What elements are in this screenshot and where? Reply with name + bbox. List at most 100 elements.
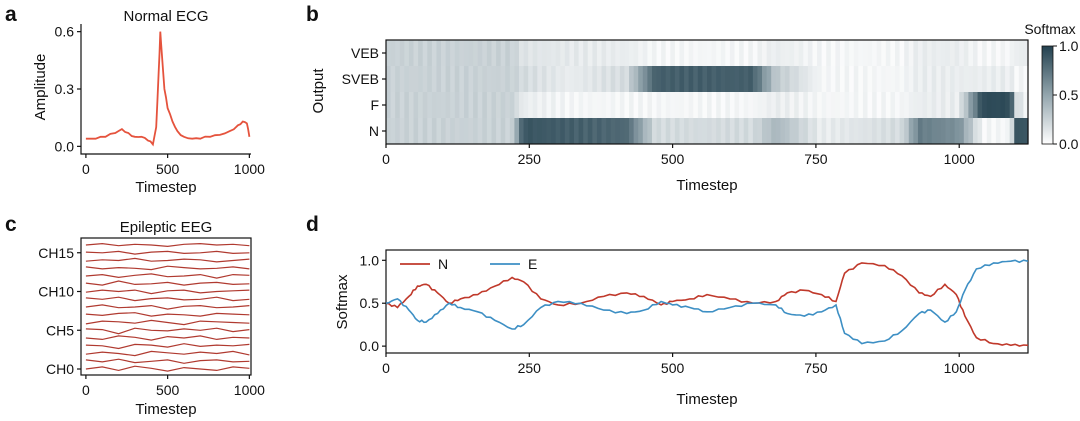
heatmap-cell [963,118,969,144]
heatmap-cell [564,92,571,118]
heatmap-cell [927,66,933,92]
panel-d-frame [385,249,1029,354]
panel-a: a Normal ECG Amplitude Timestep 0 500 1000… [5,3,265,196]
heatmap-cell [794,92,800,118]
panel-d-ylabel: Softmax [334,274,351,330]
heatmap-cell [697,66,704,92]
heatmap-cell [624,92,630,118]
heatmap-cell [927,92,933,118]
heatmap-cell [532,118,538,144]
colorbar-tick-label: 1.0 [1059,38,1079,54]
heatmap-cell [518,40,525,66]
heatmap-cell [496,118,502,144]
heatmap-cell [408,92,415,118]
heatmap-cell [940,66,947,92]
heatmap-cell [739,40,745,66]
heatmap-cell [665,118,671,144]
heatmap-cell [441,92,447,118]
heatmap-cell [661,66,667,92]
heatmap-cell [908,66,914,92]
panel-b-xtick-label: 750 [804,151,828,167]
heatmap-cell [674,66,681,92]
heatmap-cell [922,40,928,66]
heatmap-cell [477,66,483,92]
heatmap-cell [876,118,882,144]
heatmap-cell [748,40,754,66]
heatmap-cell [647,92,653,118]
heatmap-cell [867,92,873,118]
heatmap-cell [454,92,460,118]
heatmap-cell [555,92,561,118]
heatmap-cell [940,40,947,66]
heatmap-cell [917,118,924,144]
heatmap-cell [505,118,511,144]
heatmap-cell [766,92,772,118]
heatmap-cell [972,66,979,92]
heatmap-cell [601,92,607,118]
heatmap-cell [881,92,887,118]
heatmap-cell [413,66,419,92]
heatmap-cell [445,92,451,118]
heatmap-cell [908,40,914,66]
heatmap-cell [853,40,859,66]
heatmap-cell [395,40,401,66]
heatmap-cell [418,92,424,118]
heatmap-cell [574,40,580,66]
heatmap-cell [624,118,630,144]
heatmap-cell [945,92,951,118]
heatmap-cell [647,118,653,144]
heatmap-cell [725,92,731,118]
eeg-channel-line [85,280,250,286]
heatmap-cell [862,92,869,118]
heatmap-cell [817,118,823,144]
heatmap-cell [486,40,493,66]
heatmap-cell [931,66,937,92]
heatmap-cell [665,66,671,92]
heatmap-cell [798,92,804,118]
heatmap-cell [807,66,814,92]
heatmap-cell [711,92,717,118]
heatmap-cell [913,40,919,66]
heatmap-cell [546,92,552,118]
heatmap-cell [734,118,740,144]
heatmap-cell [895,118,901,144]
heatmap-cell [546,118,552,144]
heatmap-cell [711,40,717,66]
heatmap-cell [674,40,681,66]
eeg-channel-line [85,304,250,310]
panel-b-xtick-label: 0 [382,151,390,167]
heatmap-cell [853,118,859,144]
heatmap-cell [386,92,392,118]
heatmap-cell [762,66,768,92]
heatmap-cell [592,92,598,118]
channel-label: CH15 [38,245,74,261]
heatmap-cell [395,66,401,92]
heatmap-cell [803,66,809,92]
heatmap-cell [1005,40,1011,66]
heatmap-cell [839,66,846,92]
heatmap-cell [697,118,704,144]
heatmap-cell [858,118,864,144]
heatmap-cell [463,66,470,92]
panel-a-ylabel: Amplitude [32,54,49,121]
heatmap-cell [757,92,763,118]
heatmap-cell [835,66,841,92]
heatmap-cell [702,66,708,92]
heatmap-cell [684,118,690,144]
heatmap-cell [890,118,896,144]
heatmap-cell [844,40,850,66]
heatmap-cell [688,118,694,144]
panel-d-xtick-label: 1000 [944,360,975,376]
heatmap-cell [693,66,699,92]
heatmap-cell [477,118,483,144]
heatmap-cell [991,40,997,66]
heatmap-cell [789,118,795,144]
heatmap-cell [762,118,768,144]
heatmap-cell [583,118,589,144]
heatmap-cell [803,118,809,144]
heatmap-cell [867,118,873,144]
heatmap-cell [638,92,644,118]
heatmap-cell [624,40,630,66]
heatmap-cell [431,66,438,92]
heatmap-cell [757,66,763,92]
